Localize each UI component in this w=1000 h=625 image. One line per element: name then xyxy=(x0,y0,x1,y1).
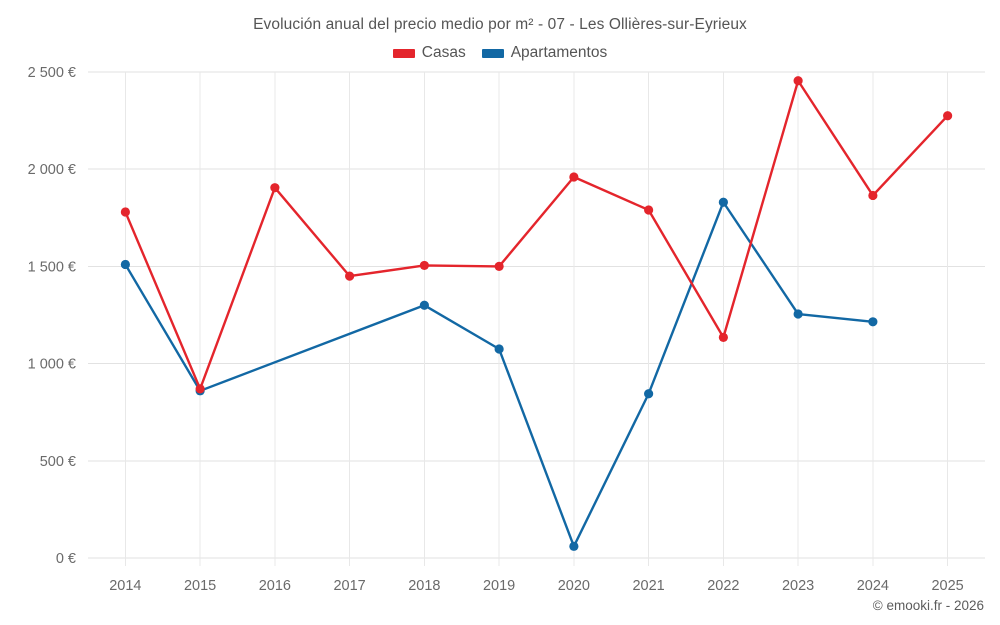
legend-item-casas[interactable]: Casas xyxy=(392,44,466,62)
legend-item-apartamentos[interactable]: Apartamentos xyxy=(481,44,608,62)
x-axis-tick-label: 2020 xyxy=(558,578,590,594)
data-point-apartamentos[interactable]: 2024 : 1215 xyxy=(868,317,878,327)
data-point-apartamentos[interactable]: 2020 : 60 xyxy=(569,541,579,551)
data-point-casas[interactable]: 2014 : 1780 xyxy=(120,207,130,217)
data-point-casas[interactable]: 2021 : 1790 xyxy=(644,205,654,215)
grid-lines xyxy=(88,71,985,566)
series-line-casas xyxy=(124,79,949,391)
x-axis-tick-label: 2023 xyxy=(782,578,814,594)
data-point-apartamentos[interactable]: 2021 : 845 xyxy=(644,389,654,399)
y-axis-tick-label: 500 € xyxy=(40,454,76,470)
data-point-casas[interactable]: 2020 : 1960 xyxy=(569,172,579,182)
y-axis-tick-label: 2 000 € xyxy=(28,162,76,178)
data-series-layer: 2014 : 15102015 : 8602018 : 13002019 : 1… xyxy=(120,76,953,551)
y-axis-tick-label: 2 500 € xyxy=(28,65,76,81)
data-point-casas[interactable]: 2022 : 1135 xyxy=(718,332,728,342)
legend-swatch-apartamentos xyxy=(481,48,504,58)
legend-label-casas: Casas xyxy=(421,44,466,61)
y-axis-tick-label: 1 000 € xyxy=(28,357,76,373)
data-point-casas[interactable]: 2015 : 870 xyxy=(195,384,205,394)
x-axis-tick-label: 2018 xyxy=(408,578,440,594)
data-point-apartamentos[interactable]: 2018 : 1300 xyxy=(419,300,429,310)
y-axis-tick-label: 1 500 € xyxy=(28,259,76,275)
legend-swatch-casas xyxy=(392,48,415,58)
data-point-apartamentos[interactable]: 2022 : 1830 xyxy=(718,197,728,207)
legend-label-apartamentos: Apartamentos xyxy=(510,44,608,61)
x-axis-tick-label: 2017 xyxy=(333,578,365,594)
data-point-apartamentos[interactable]: 2014 : 1510 xyxy=(120,259,130,270)
x-axis-tick-label: 2019 xyxy=(483,578,515,594)
chart-legend: Casas Apartamentos xyxy=(0,44,1000,62)
x-axis-tick-label: 2022 xyxy=(707,578,739,594)
data-point-casas[interactable]: 2025 : 2275 xyxy=(943,111,953,121)
x-axis-tick-label: 2025 xyxy=(931,578,963,594)
chart-title: Evolución anual del precio medio por m² … xyxy=(253,16,747,33)
x-axis-tick-label: 2015 xyxy=(184,578,216,594)
data-point-casas[interactable]: 2017 : 1450 xyxy=(345,271,355,281)
y-axis-tick-labels: 0 € 500 € 1 000 € 1 500 € 2 000 € 2 500 € xyxy=(28,65,76,567)
data-point-casas[interactable]: 2024 : 1865 xyxy=(868,190,878,201)
x-axis-tick-labels: 2014 2015 2016 2017 2018 2019 2020 2021 2022 2023… xyxy=(109,578,964,594)
data-point-apartamentos[interactable]: 2019 : 1075 xyxy=(494,344,504,354)
data-point-casas[interactable]: 2018 : 1505 xyxy=(419,260,429,271)
data-point-casas[interactable]: 2023 : 2455 xyxy=(793,76,803,86)
data-point-casas[interactable]: 2016 : 1905 xyxy=(270,183,280,193)
x-axis-tick-label: 2021 xyxy=(632,578,664,594)
x-axis-tick-label: 2024 xyxy=(857,578,889,594)
copyright-credit: © emooki.fr - 2026 xyxy=(872,598,984,613)
data-point-apartamentos[interactable]: 2023 : 1255 xyxy=(793,309,803,319)
y-axis-tick-label: 0 € xyxy=(56,551,76,567)
x-axis-tick-label: 2014 xyxy=(109,578,141,594)
x-axis-tick-label: 2016 xyxy=(259,578,291,594)
